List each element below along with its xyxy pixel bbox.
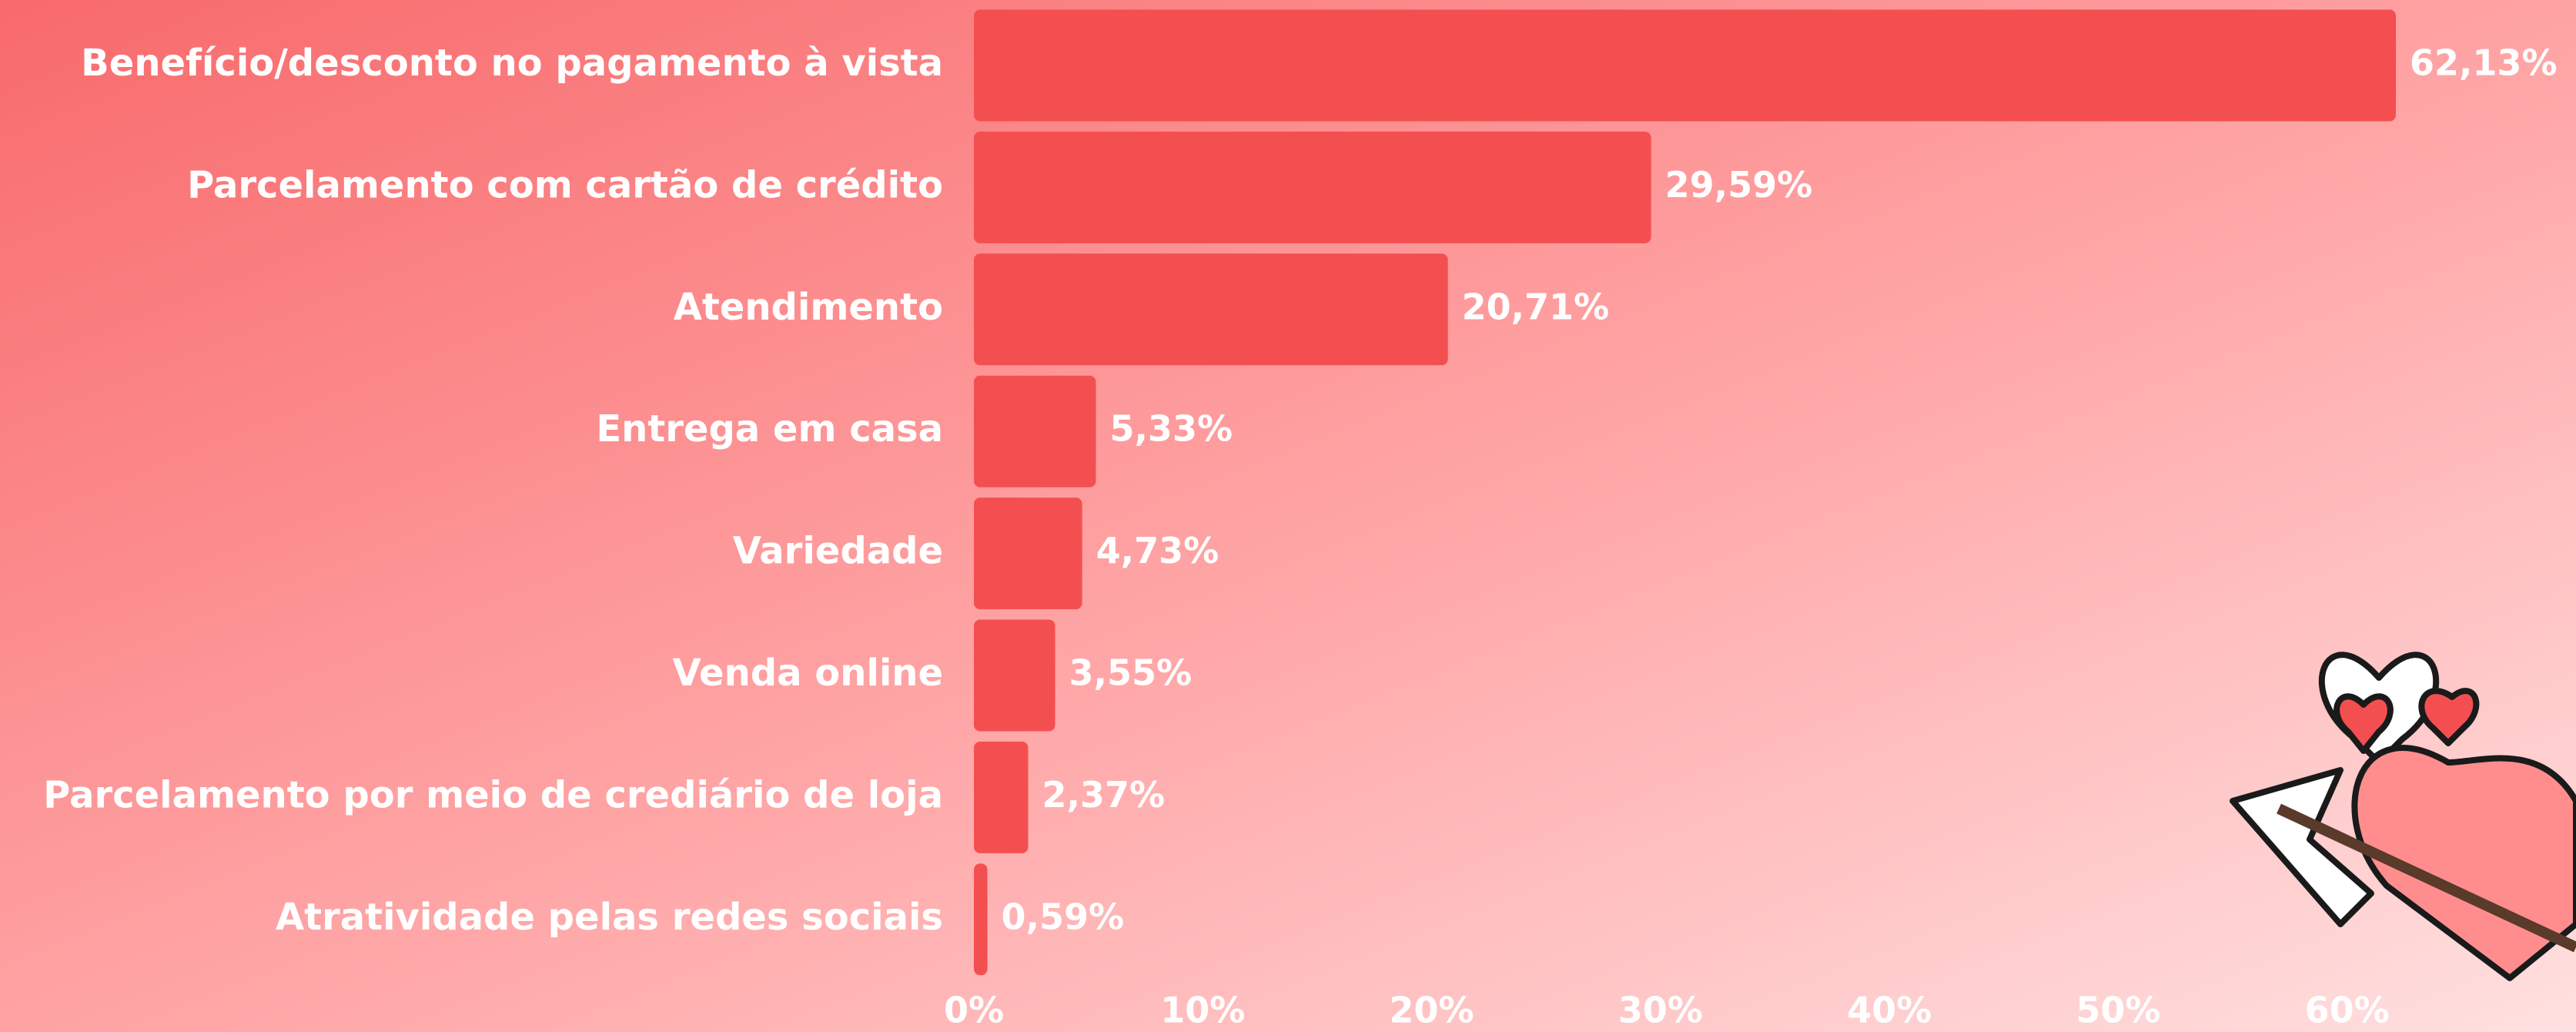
- category-label: Parcelamento por meio de crediário de lo…: [43, 773, 943, 816]
- x-tick-label: 50%: [2076, 990, 2160, 1031]
- x-tick-label: 30%: [1618, 990, 1703, 1031]
- category-label: Parcelamento com cartão de crédito: [187, 163, 943, 206]
- bar: [974, 253, 1448, 366]
- value-label: 20,71%: [1462, 286, 1610, 327]
- value-label: 5,33%: [1109, 408, 1233, 450]
- x-tick-label: 60%: [2305, 990, 2390, 1031]
- category-label: Variedade: [733, 530, 943, 573]
- x-tick-label: 40%: [1847, 990, 1932, 1031]
- value-label: 29,59%: [1665, 164, 1813, 206]
- value-label: 0,59%: [1002, 896, 1125, 937]
- x-tick-label: 20%: [1390, 990, 1474, 1031]
- value-label: 3,55%: [1069, 652, 1193, 694]
- bar: [974, 131, 1651, 243]
- bar: [974, 863, 988, 976]
- category-label: Venda online: [673, 652, 944, 695]
- bar: [974, 375, 1096, 488]
- bar: [974, 9, 2397, 122]
- x-tick-label: 10%: [1160, 990, 1245, 1031]
- category-label: Entrega em casa: [596, 407, 943, 451]
- cupid-illustration: [2230, 652, 2576, 981]
- bar: [974, 741, 1029, 853]
- x-tick-label: 0%: [944, 990, 1004, 1031]
- category-label: Atratividade pelas redes sociais: [276, 896, 943, 939]
- value-label: 62,13%: [2410, 42, 2558, 84]
- value-label: 4,73%: [1096, 530, 1219, 571]
- bar: [974, 619, 1055, 732]
- value-label: 2,37%: [1042, 774, 1165, 816]
- category-label: Benefício/desconto no pagamento à vista: [81, 42, 943, 85]
- category-label: Atendimento: [674, 286, 943, 329]
- bar: [974, 498, 1082, 610]
